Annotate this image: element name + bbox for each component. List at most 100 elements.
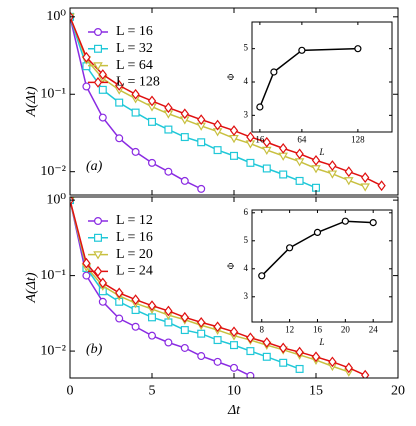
marker [180, 311, 189, 323]
marker [295, 176, 304, 185]
marker [328, 160, 337, 171]
x-tick-label: 20 [391, 384, 405, 399]
marker [115, 80, 124, 91]
plot-area [252, 22, 392, 132]
marker [93, 265, 103, 277]
x-tick-label: 10 [227, 384, 241, 399]
marker [262, 164, 271, 173]
marker [148, 117, 157, 126]
x-tick-label: 16 [255, 135, 265, 145]
marker [164, 338, 173, 347]
y-tick-label: 6 [244, 207, 249, 217]
marker [369, 219, 377, 227]
marker [279, 142, 288, 154]
marker [262, 352, 271, 361]
y-tick-label: 10⁻² [40, 164, 66, 179]
plot-area [252, 210, 392, 322]
marker [311, 154, 321, 166]
data-layer [258, 217, 377, 280]
y-axis-label: A(Δt) [24, 86, 39, 117]
marker [298, 46, 306, 54]
y-tick-label: 5 [244, 235, 249, 245]
marker [197, 114, 206, 126]
data-layer [70, 197, 370, 378]
marker [131, 88, 140, 100]
panel-label: (b) [86, 342, 103, 357]
marker [377, 180, 386, 192]
marker [180, 133, 189, 142]
marker [262, 337, 271, 348]
marker [361, 172, 370, 183]
axes-frame [251, 209, 393, 323]
y-tick-label: 5 [244, 43, 249, 53]
marker [313, 228, 322, 236]
legend-label: L = 20 [116, 247, 153, 262]
legend-label: L = 16 [116, 230, 153, 245]
x-tick-label: 128 [351, 135, 365, 145]
marker [98, 113, 107, 122]
x-tick-label: 64 [297, 135, 307, 145]
marker [213, 357, 222, 366]
marker [197, 184, 206, 193]
legend-label: L = 128 [116, 75, 160, 90]
marker [262, 136, 271, 148]
inset-chart: 16 64 128 3 4 5 L Φ [226, 21, 393, 157]
marker [229, 125, 239, 136]
marker [98, 85, 107, 94]
marker [246, 332, 255, 344]
x-tick-label: 15 [309, 384, 323, 399]
marker [256, 103, 264, 111]
x-tick-label: 0 [67, 384, 74, 399]
marker [93, 62, 103, 71]
marker [246, 158, 255, 167]
marker [341, 217, 349, 225]
marker [148, 313, 157, 322]
marker [213, 146, 222, 155]
x-axis-label: L [318, 337, 324, 347]
marker [344, 177, 354, 186]
marker [93, 251, 103, 260]
marker [246, 347, 255, 356]
marker [180, 326, 189, 335]
axes-frame [251, 21, 393, 133]
data-layer [256, 45, 362, 111]
marker [82, 257, 91, 269]
inset-chart: 8 12 16 20 24 3 4 5 6 L Φ [226, 207, 393, 347]
marker [180, 176, 189, 185]
marker [131, 294, 140, 306]
legend-label: L = 16 [116, 24, 153, 39]
marker [344, 362, 353, 374]
marker [286, 244, 294, 252]
marker [82, 51, 91, 63]
y-tick-label: 3 [244, 291, 249, 301]
marker [344, 166, 353, 178]
marker [98, 277, 107, 289]
marker [148, 331, 157, 340]
legend-label: L = 24 [116, 264, 153, 279]
marker [93, 44, 102, 53]
marker [164, 102, 173, 114]
y-tick-label: 4 [244, 76, 249, 86]
marker [148, 158, 157, 167]
marker [213, 321, 222, 333]
marker [98, 297, 107, 306]
y-tick-label: 10⁰ [46, 192, 66, 207]
marker [361, 369, 370, 378]
x-tick-label: 20 [341, 325, 351, 335]
marker [147, 95, 157, 107]
data-layer [70, 11, 386, 193]
marker [327, 170, 338, 179]
marker [328, 356, 337, 368]
marker [279, 342, 288, 354]
series-line [259, 47, 358, 108]
marker [258, 272, 266, 280]
x-tick-label: 24 [369, 325, 379, 335]
marker [230, 341, 239, 350]
marker [270, 68, 278, 76]
marker [295, 148, 304, 160]
marker [197, 138, 206, 147]
marker [115, 134, 124, 143]
series-line [70, 16, 317, 189]
marker [115, 314, 124, 323]
x-tick-label: 8 [260, 325, 265, 335]
